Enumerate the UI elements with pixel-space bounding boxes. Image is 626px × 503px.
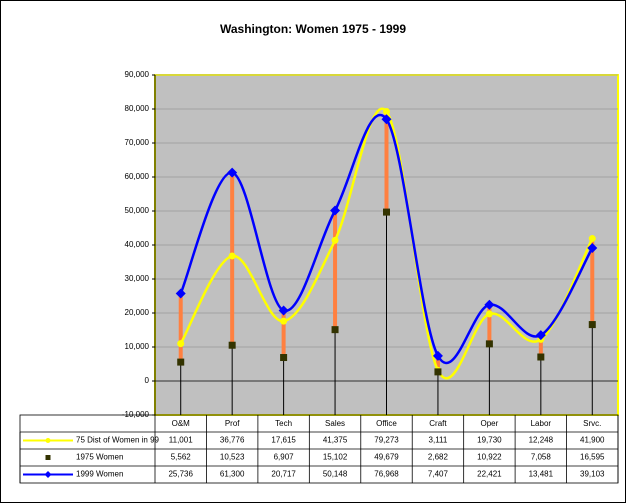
y-tick-label: 40,000 — [125, 240, 150, 249]
marker — [228, 252, 236, 260]
marker — [535, 330, 546, 341]
table-value: 7,407 — [428, 470, 449, 479]
marker — [331, 236, 339, 244]
table-value: 20,717 — [271, 470, 296, 479]
marker — [280, 317, 288, 325]
chart-title: Washington: Women 1975 - 1999 — [220, 22, 406, 36]
marker — [331, 326, 339, 334]
table-value: 16,595 — [580, 453, 605, 462]
x-tick-label: Tech — [275, 419, 292, 428]
table-value: 7,058 — [531, 453, 552, 462]
y-tick-label: 60,000 — [125, 172, 150, 181]
table-value: 79,273 — [374, 436, 399, 445]
table-value: 11,001 — [169, 436, 193, 445]
table-value: 3,111 — [429, 436, 448, 445]
marker — [588, 321, 596, 329]
table-value: 10,523 — [220, 453, 245, 462]
y-tick-label: 20,000 — [125, 308, 150, 317]
marker — [227, 167, 238, 178]
table-value: 15,102 — [323, 453, 348, 462]
marker — [177, 340, 185, 348]
table-value: 19,730 — [477, 436, 502, 445]
marker — [45, 455, 51, 460]
table-value: 5,562 — [171, 453, 192, 462]
table-value: 61,300 — [220, 470, 245, 479]
x-tick-label: O&M — [172, 419, 191, 428]
table-value: 17,615 — [271, 436, 296, 445]
legend-label: 1999 Women — [76, 470, 123, 479]
marker — [434, 368, 442, 376]
marker — [381, 114, 392, 125]
marker — [383, 107, 390, 115]
table-value: 12,248 — [529, 436, 554, 445]
marker — [278, 305, 289, 316]
marker — [587, 243, 598, 254]
x-tick-label: Oper — [480, 419, 498, 428]
x-tick-label: Labor — [531, 419, 552, 428]
x-tick-label: Office — [376, 419, 397, 428]
table-value: 10,922 — [477, 453, 502, 462]
marker — [175, 288, 186, 299]
marker — [485, 340, 493, 348]
y-tick-label: 10,000 — [125, 342, 150, 351]
y-tick-label: 90,000 — [125, 70, 150, 79]
marker — [537, 353, 545, 361]
table-value: 76,968 — [374, 470, 399, 479]
x-tick-label: Sales — [325, 419, 345, 428]
table-value: 6,907 — [274, 453, 295, 462]
marker — [432, 350, 443, 361]
y-tick-label: 0 — [145, 376, 150, 385]
table-value: 41,375 — [323, 436, 348, 445]
x-tick-label: Prof — [225, 419, 240, 428]
marker — [588, 235, 596, 243]
marker — [177, 358, 185, 366]
x-tick-label: Srvc. — [583, 419, 601, 428]
table-value: 50,148 — [323, 470, 348, 479]
y-tick-label: 30,000 — [125, 274, 150, 283]
table-value: 13,481 — [529, 470, 554, 479]
marker — [485, 310, 493, 318]
table-value: 2,682 — [428, 453, 449, 462]
marker — [45, 438, 51, 443]
table-value: 22,421 — [477, 470, 502, 479]
y-tick-label: 80,000 — [125, 104, 150, 113]
marker — [228, 341, 236, 349]
legend-label: 75 Dist of Women in 99 — [76, 436, 160, 445]
legend-label: 1975 Women — [76, 453, 123, 462]
marker — [44, 471, 52, 478]
table-value: 39,103 — [580, 470, 605, 479]
y-tick-label: 70,000 — [125, 138, 150, 147]
x-tick-label: Craft — [429, 419, 447, 428]
marker — [383, 208, 390, 216]
marker — [330, 205, 341, 216]
table-value: 25,736 — [168, 470, 193, 479]
y-tick-label: 50,000 — [125, 206, 150, 215]
marker — [280, 354, 288, 362]
table-value: 36,776 — [220, 436, 245, 445]
table-value: 41,900 — [580, 436, 605, 445]
marker — [484, 299, 495, 310]
table-value: 49,679 — [374, 453, 399, 462]
